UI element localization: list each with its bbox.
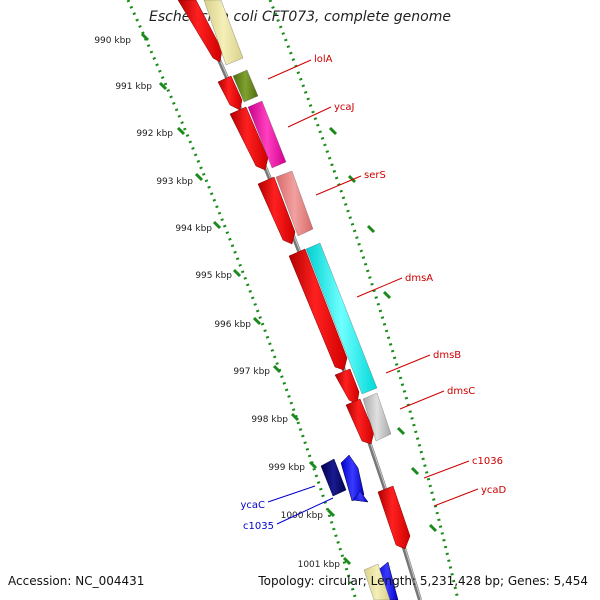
- cds-feature: [217, 75, 243, 111]
- ruler-inner: [126, 0, 358, 600]
- gene-label-serS[interactable]: serS: [364, 170, 386, 181]
- tick-label: 998 kbp: [251, 415, 288, 425]
- gene-label-c1036[interactable]: c1036: [472, 456, 503, 467]
- ruler-ticks: [140, 32, 438, 566]
- ruler-outer: [268, 0, 460, 600]
- gene-label-ycaC[interactable]: ycaC: [240, 500, 265, 511]
- cog-track: [203, 0, 392, 600]
- cog-feature: [363, 563, 391, 600]
- cog-feature: [305, 242, 378, 395]
- tick-label: 990 kbp: [94, 36, 131, 46]
- cds-feature-ycaC: [320, 458, 347, 497]
- tick-label: 996 kbp: [214, 320, 251, 330]
- cog-feature: [362, 392, 392, 442]
- tick-labels: 990 kbp 991 kbp 992 kbp 993 kbp 994 kbp …: [94, 36, 340, 570]
- tick-label: 1001 kbp: [298, 560, 341, 570]
- cog-feature: [247, 100, 287, 169]
- gene-label-ycaD[interactable]: ycaD: [481, 485, 507, 496]
- cog-feature: [232, 69, 259, 103]
- tick-label: 993 kbp: [156, 177, 193, 187]
- cds-feature: [257, 176, 296, 245]
- cds-track-forward: [177, 0, 411, 550]
- cog-feature: [203, 0, 244, 66]
- cds-track-reverse: [320, 454, 399, 600]
- cog-feature: [275, 170, 314, 237]
- tick-label: 999 kbp: [268, 463, 305, 473]
- gene-label-ycaJ[interactable]: ycaJ: [334, 102, 355, 113]
- cds-feature: [229, 106, 269, 171]
- label-leaders: [267, 59, 479, 525]
- tick-label: 995 kbp: [195, 271, 232, 281]
- gene-label-lolA[interactable]: lolA: [314, 54, 333, 65]
- gene-labels: lolA ycaJ serS dmsA dmsB dmsC c1036 ycaD…: [240, 54, 506, 532]
- accession-text: Accession: NC_004431: [8, 574, 145, 588]
- gene-label-dmsC[interactable]: dmsC: [447, 386, 475, 397]
- tick-label: 992 kbp: [136, 129, 173, 139]
- cds-feature: [177, 0, 223, 63]
- gene-label-c1035[interactable]: c1035: [243, 521, 274, 532]
- cds-feature: [377, 485, 411, 550]
- cds-feature: [334, 368, 360, 405]
- tick-label: 994 kbp: [175, 224, 212, 234]
- genome-summary-text: Topology: circular; Length: 5,231,428 bp…: [258, 574, 588, 588]
- gene-label-dmsB[interactable]: dmsB: [433, 350, 461, 361]
- cds-feature: [288, 248, 348, 371]
- gene-label-dmsA[interactable]: dmsA: [405, 273, 433, 284]
- cds-feature: [345, 398, 375, 445]
- cds-feature: [352, 490, 369, 503]
- cds-feature-c1035: [340, 454, 365, 502]
- tick-label: 997 kbp: [233, 367, 270, 377]
- tick-label: 991 kbp: [115, 82, 152, 92]
- tick-label: 1000 kbp: [281, 511, 324, 521]
